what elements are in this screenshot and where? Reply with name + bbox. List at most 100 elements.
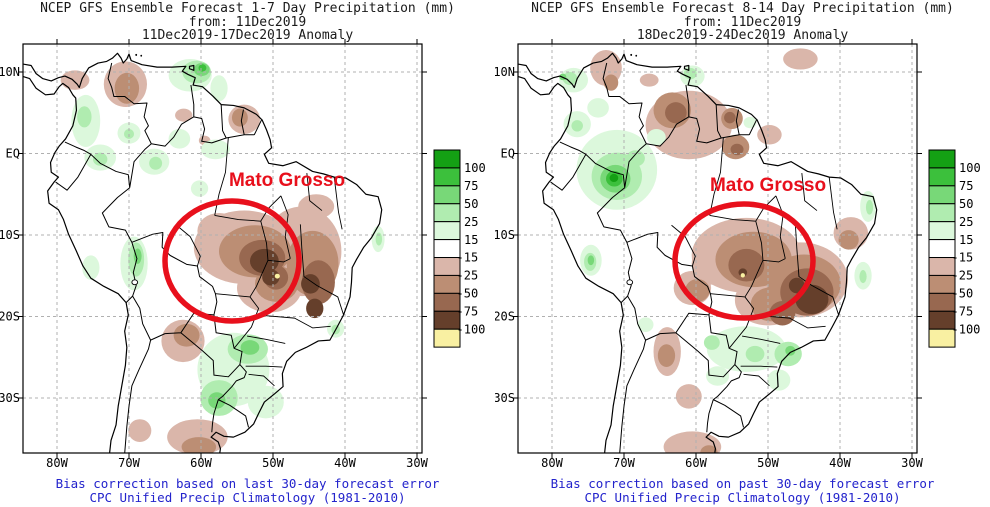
legend-label: -25 <box>952 269 974 283</box>
legend-label: 15 <box>959 233 973 247</box>
legend-label: 75 <box>464 179 478 193</box>
caption-bias: Bias correction based on past 30-day for… <box>550 476 935 491</box>
legend-cell <box>433 221 461 241</box>
anomaly-blob <box>149 156 163 170</box>
legend-label: 75 <box>959 179 973 193</box>
legend-label: 25 <box>959 215 973 229</box>
anomaly-field <box>60 58 385 453</box>
anomaly-blob <box>700 445 718 453</box>
anomaly-blob <box>783 48 818 70</box>
anomaly-blob <box>208 392 226 409</box>
panel-week2: NCEP GFS Ensemble Forecast 8-14 Day Prec… <box>495 0 990 507</box>
anomaly-blob <box>198 64 207 72</box>
anomaly-blob <box>231 108 248 127</box>
legend-cells <box>433 149 461 348</box>
anomaly-blob <box>114 72 140 104</box>
anomaly-blob <box>639 73 659 87</box>
anomaly-blob <box>785 345 796 356</box>
legend-cell <box>928 149 956 169</box>
legend-label: -75 <box>952 304 974 318</box>
axis-ticks <box>18 39 427 458</box>
legend-cell <box>928 185 956 205</box>
mato-grosso-label: Mato Grosso <box>228 170 346 191</box>
caption-climatology: CPC Unified Precip Climatology (1981-201… <box>89 490 406 505</box>
mato-grosso-ellipse <box>162 198 302 324</box>
anomaly-blob <box>587 98 609 118</box>
legend-cell <box>433 328 461 348</box>
lon-tick-label: 80W <box>46 456 68 470</box>
anomaly-blob <box>859 270 867 284</box>
anomaly-blob <box>745 345 765 363</box>
anomaly-blob <box>767 369 791 391</box>
lon-tick-label: 60W <box>190 456 212 470</box>
anomaly-blob <box>201 139 230 160</box>
lon-tick-label: 80W <box>541 456 563 470</box>
anomaly-blob <box>865 199 874 215</box>
anomaly-blob <box>724 111 736 124</box>
caption-bias: Bias correction based on last 30-day for… <box>55 476 440 491</box>
panel-week1: NCEP GFS Ensemble Forecast 1-7 Day Preci… <box>0 1 486 505</box>
anomaly-blob <box>210 75 228 102</box>
colorbar: 100 75 50 25 15 -15 -25 -50 -75 -100 <box>928 149 981 348</box>
lon-tick-label: 50W <box>262 456 284 470</box>
anomaly-blob <box>562 72 578 86</box>
lat-tick-label: EQ <box>6 147 20 161</box>
anomaly-blob <box>306 298 324 319</box>
anomaly-blob <box>571 120 583 132</box>
anomaly-blob <box>375 232 383 246</box>
anomaly-map-week1: 10N EQ 10S 20S 30S 80W 70W 60W 50W 40W 3… <box>0 39 486 470</box>
lat-tick-label: EQ <box>501 147 515 161</box>
lat-tick-label: 20S <box>495 310 515 324</box>
panel-subtitle: from: 11Dec2019 <box>683 15 802 30</box>
anomaly-blob <box>190 180 209 197</box>
lat-tick-label: 10N <box>495 65 515 79</box>
anomaly-blob <box>626 150 645 167</box>
anomaly-blob <box>743 116 757 129</box>
anomaly-blob <box>168 129 191 149</box>
legend-cell <box>433 149 461 169</box>
lon-tick-label: 30W <box>406 456 428 470</box>
anomaly-blob <box>738 268 748 277</box>
gridlines <box>23 44 422 453</box>
lon-tick-label: 40W <box>334 456 356 470</box>
legend-cell <box>928 203 956 223</box>
anomaly-blob <box>706 326 786 372</box>
anomaly-blob <box>703 335 720 350</box>
anomaly-blob <box>249 248 279 274</box>
legend-label: -15 <box>457 251 479 265</box>
legend-label: -15 <box>952 251 974 265</box>
anomaly-blob <box>274 273 280 279</box>
anomaly-blob <box>181 437 217 453</box>
legend-label: 15 <box>464 233 478 247</box>
anomaly-field <box>559 48 876 453</box>
anomaly-blob <box>603 74 619 91</box>
legend-label: -25 <box>457 269 479 283</box>
legend-label: 25 <box>464 215 478 229</box>
lon-tick-label: 70W <box>613 456 635 470</box>
anomaly-blob <box>128 419 152 443</box>
lon-tick-label: 50W <box>757 456 779 470</box>
colorbar: 100 75 50 25 15 -15 -25 -50 -75 -100 <box>433 149 486 348</box>
legend-cell <box>433 167 461 187</box>
mato-grosso-ellipse <box>672 201 816 321</box>
anomaly-map-week2: 10N EQ 10S 20S 30S 80W 70W 60W 50W 40W 3… <box>495 39 981 470</box>
anomaly-blob <box>123 129 135 139</box>
anomaly-blob <box>730 143 744 156</box>
anomaly-blob <box>77 106 92 128</box>
anomaly-blob <box>838 230 859 250</box>
legend-cells <box>928 149 956 348</box>
anomaly-blob <box>657 344 676 368</box>
lat-tick-label: 20S <box>0 310 20 324</box>
mato-grosso-label: Mato Grosso <box>709 175 827 196</box>
map-frame <box>517 43 918 454</box>
legend-label: 50 <box>464 197 478 211</box>
lon-tick-label: 30W <box>901 456 923 470</box>
legend-label: -50 <box>952 287 974 301</box>
anomaly-blob <box>133 248 142 264</box>
anomaly-blob <box>609 173 619 183</box>
lon-tick-label: 70W <box>118 456 140 470</box>
anomaly-blob <box>82 255 100 280</box>
anomaly-blob <box>665 102 687 124</box>
lat-tick-label: 10S <box>0 228 20 242</box>
